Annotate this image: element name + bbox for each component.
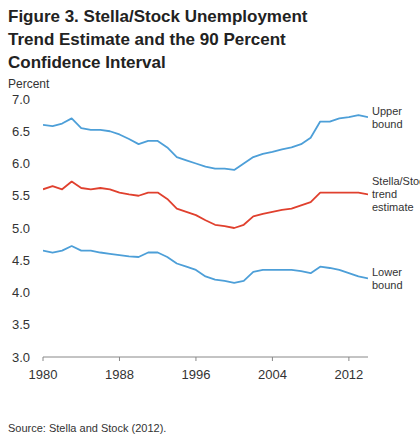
y-axis-label: Percent bbox=[8, 77, 50, 91]
chart: Figure 3. Stella/Stock Unemployment Trend… bbox=[0, 0, 420, 447]
y-tick-label: 5.0 bbox=[12, 221, 30, 236]
x-tick bbox=[119, 357, 120, 361]
plot-area bbox=[43, 115, 368, 283]
text-line: bound bbox=[372, 118, 403, 130]
text-line: Confidence Interval bbox=[8, 53, 166, 72]
y-tick-label: 5.5 bbox=[12, 188, 30, 203]
title: Figure 3. Stella/Stock Unemployment Trend… bbox=[8, 7, 308, 72]
source: Source: Stella and Stock (2012). bbox=[8, 422, 166, 434]
x-tick-label: 1988 bbox=[105, 367, 134, 382]
series-label: Stella/Stocktrendestimate bbox=[372, 175, 420, 213]
x-axis bbox=[43, 357, 368, 358]
x-tick-label: 2012 bbox=[334, 367, 363, 382]
text-line: Trend Estimate and the 90 Percent bbox=[8, 30, 286, 49]
series-line bbox=[43, 246, 368, 283]
x-tick bbox=[43, 357, 44, 361]
x-tick-label: 1980 bbox=[29, 367, 58, 382]
y-tick-label: 6.5 bbox=[12, 124, 30, 139]
x-tick-label: 1996 bbox=[181, 367, 210, 382]
x-tick bbox=[348, 357, 349, 361]
series-line bbox=[43, 182, 368, 228]
y-tick-label: 4.5 bbox=[12, 253, 30, 268]
y-tick-label: 3.5 bbox=[12, 317, 30, 332]
y-tick-label: 3.0 bbox=[12, 350, 30, 365]
y-tick-label: 4.0 bbox=[12, 285, 30, 300]
text-line: Figure 3. Stella/Stock Unemployment bbox=[8, 7, 308, 26]
text-line: bound bbox=[372, 279, 403, 291]
y-tick-label: 7.0 bbox=[12, 92, 30, 107]
series-label: Lowerbound bbox=[372, 266, 403, 291]
y-tick-label: 6.0 bbox=[12, 156, 30, 171]
text-line: estimate bbox=[372, 201, 414, 213]
text-line: Upper bbox=[372, 105, 402, 117]
x-tick bbox=[195, 357, 196, 361]
x-tick bbox=[272, 357, 273, 361]
x-tick-label: 2004 bbox=[258, 367, 287, 382]
series-label: Upperbound bbox=[372, 105, 403, 130]
text-line: Stella/Stock bbox=[372, 175, 420, 187]
series-line bbox=[43, 115, 368, 170]
text-line: Lower bbox=[372, 266, 402, 278]
text-line: trend bbox=[372, 188, 397, 200]
